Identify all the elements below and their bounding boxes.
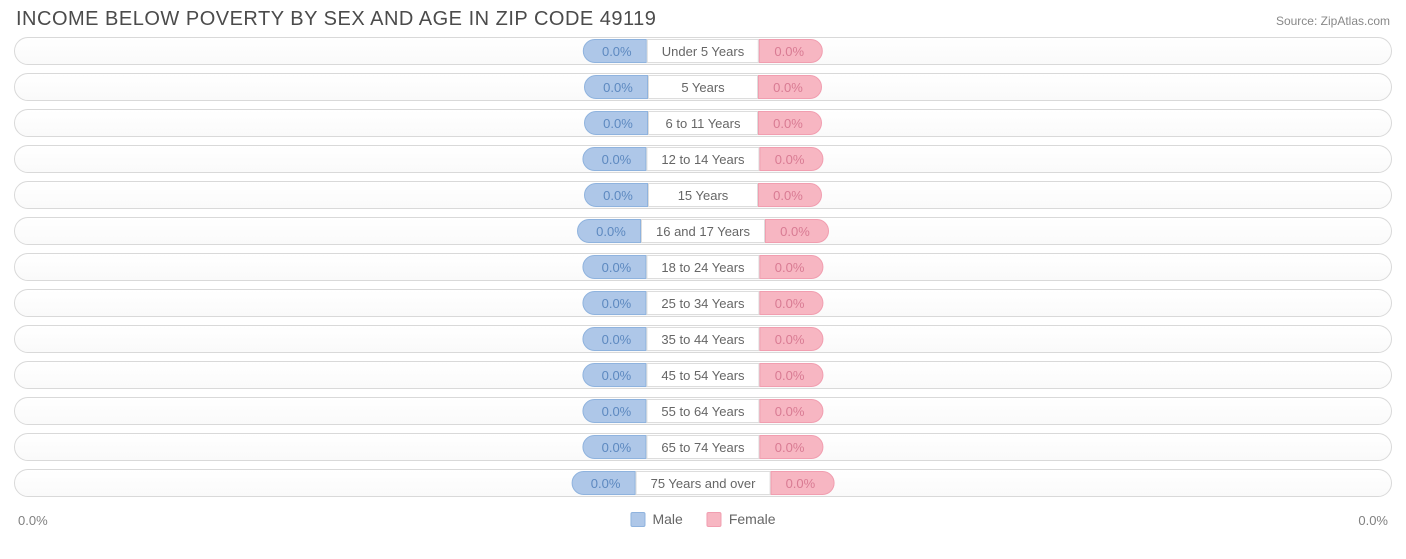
male-value-pill: 0.0% [582,435,646,459]
row-category-label: 18 to 24 Years [646,255,759,279]
chart-row: 0.0%75 Years and over0.0% [14,469,1392,497]
female-value-pill: 0.0% [760,363,824,387]
male-value-pill: 0.0% [582,147,646,171]
female-value-pill: 0.0% [760,327,824,351]
female-value-pill: 0.0% [765,219,829,243]
row-category-label: 45 to 54 Years [646,363,759,387]
row-category-label: 65 to 74 Years [646,435,759,459]
chart-row: 0.0%16 and 17 Years0.0% [14,217,1392,245]
chart-row: 0.0%18 to 24 Years0.0% [14,253,1392,281]
male-value-pill: 0.0% [583,39,647,63]
row-category-label: 6 to 11 Years [648,111,758,135]
male-value-pill: 0.0% [584,111,648,135]
legend-label-female: Female [729,511,776,527]
chart-row: 0.0%25 to 34 Years0.0% [14,289,1392,317]
row-category-label: 5 Years [648,75,758,99]
female-value-pill: 0.0% [760,255,824,279]
legend-item-female: Female [707,511,776,527]
chart-row: 0.0%35 to 44 Years0.0% [14,325,1392,353]
chart-header: INCOME BELOW POVERTY BY SEX AND AGE IN Z… [12,8,1394,37]
legend-item-male: Male [630,511,682,527]
legend-swatch-male [630,512,645,527]
female-value-pill: 0.0% [760,291,824,315]
male-value-pill: 0.0% [582,291,646,315]
axis-min-label: 0.0% [18,513,48,528]
female-value-pill: 0.0% [770,471,834,495]
female-value-pill: 0.0% [758,183,822,207]
male-value-pill: 0.0% [582,327,646,351]
male-value-pill: 0.0% [577,219,641,243]
chart-row: 0.0%45 to 54 Years0.0% [14,361,1392,389]
chart-row: 0.0%12 to 14 Years0.0% [14,145,1392,173]
row-category-label: 16 and 17 Years [641,219,765,243]
female-value-pill: 0.0% [760,147,824,171]
female-value-pill: 0.0% [760,435,824,459]
chart-source: Source: ZipAtlas.com [1276,14,1390,28]
row-center-stack: 0.0%Under 5 Years0.0% [583,39,823,63]
row-center-stack: 0.0%35 to 44 Years0.0% [582,327,823,351]
legend-swatch-female [707,512,722,527]
chart-rows: 0.0%Under 5 Years0.0%0.0%5 Years0.0%0.0%… [12,37,1394,497]
chart-row: 0.0%Under 5 Years0.0% [14,37,1392,65]
chart-row: 0.0%6 to 11 Years0.0% [14,109,1392,137]
male-value-pill: 0.0% [582,363,646,387]
row-center-stack: 0.0%18 to 24 Years0.0% [582,255,823,279]
chart-container: INCOME BELOW POVERTY BY SEX AND AGE IN Z… [0,0,1406,559]
row-center-stack: 0.0%16 and 17 Years0.0% [577,219,829,243]
chart-legend: Male Female [630,511,775,527]
row-category-label: 35 to 44 Years [646,327,759,351]
chart-footer: 0.0% Male Female 0.0% [12,505,1394,539]
row-category-label: 55 to 64 Years [646,399,759,423]
row-category-label: Under 5 Years [647,39,759,63]
male-value-pill: 0.0% [584,183,648,207]
male-value-pill: 0.0% [572,471,636,495]
chart-row: 0.0%55 to 64 Years0.0% [14,397,1392,425]
chart-row: 0.0%5 Years0.0% [14,73,1392,101]
row-center-stack: 0.0%5 Years0.0% [584,75,822,99]
female-value-pill: 0.0% [759,39,823,63]
male-value-pill: 0.0% [584,75,648,99]
row-center-stack: 0.0%6 to 11 Years0.0% [584,111,822,135]
female-value-pill: 0.0% [758,111,822,135]
row-center-stack: 0.0%15 Years0.0% [584,183,822,207]
row-category-label: 25 to 34 Years [646,291,759,315]
row-center-stack: 0.0%12 to 14 Years0.0% [582,147,823,171]
axis-max-label: 0.0% [1358,513,1388,528]
female-value-pill: 0.0% [758,75,822,99]
row-category-label: 12 to 14 Years [646,147,759,171]
chart-row: 0.0%15 Years0.0% [14,181,1392,209]
legend-label-male: Male [652,511,682,527]
male-value-pill: 0.0% [582,255,646,279]
chart-row: 0.0%65 to 74 Years0.0% [14,433,1392,461]
row-center-stack: 0.0%45 to 54 Years0.0% [582,363,823,387]
row-category-label: 15 Years [648,183,758,207]
row-center-stack: 0.0%55 to 64 Years0.0% [582,399,823,423]
chart-title: INCOME BELOW POVERTY BY SEX AND AGE IN Z… [16,8,656,31]
male-value-pill: 0.0% [582,399,646,423]
female-value-pill: 0.0% [760,399,824,423]
row-center-stack: 0.0%25 to 34 Years0.0% [582,291,823,315]
row-category-label: 75 Years and over [636,471,771,495]
row-center-stack: 0.0%65 to 74 Years0.0% [582,435,823,459]
row-center-stack: 0.0%75 Years and over0.0% [572,471,835,495]
